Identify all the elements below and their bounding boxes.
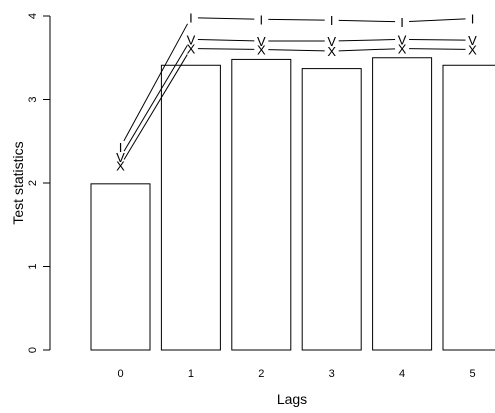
series-marker: I [330,13,334,28]
y-axis-ticks: 0 1 2 3 4 [27,13,50,353]
x-tick-label: 2 [258,368,264,380]
series-marker: X [327,44,336,59]
series-line-segment [409,38,466,41]
series-marker: I [400,15,404,30]
x-tick-label: 5 [469,368,475,380]
series-marker: X [187,42,196,57]
series-marker: I [119,140,123,155]
series-line-segment [123,23,188,142]
plot-area: II I I I IVV V V V VXX X X X X [90,11,495,351]
series-line-segment [123,45,188,152]
series-line-segment [197,17,255,20]
series-marker: V [187,32,196,47]
x-axis-title: Lags [277,391,307,407]
series-line-segment [409,48,466,50]
series-line-segment [409,18,466,23]
overlay-series: V V V V V V [116,32,477,165]
x-tick-label: 0 [117,368,123,380]
y-tick-label: 0 [27,347,39,353]
series-line-segment [197,39,255,42]
series-line-segment [268,18,325,21]
series-line-segment [268,49,325,52]
series-marker: V [327,34,336,49]
bar [231,58,292,351]
x-tick-label: 3 [329,368,335,380]
y-tick-label: 2 [27,180,39,186]
x-tick-label: 1 [188,368,194,380]
series-line-segment [197,48,255,50]
y-tick-label: 1 [27,263,39,269]
x-axis-tick-labels: 0 1 2 3 4 5 [117,368,475,380]
overlay-series: X X X X X X [116,42,477,174]
series-marker: I [189,11,193,26]
bar [372,57,433,351]
series-marker: V [398,32,407,47]
series-line-segment [123,54,188,160]
y-tick-label: 3 [27,96,39,102]
series-marker: X [468,42,477,57]
bar [442,64,495,351]
series-marker: X [398,42,407,57]
y-axis-title: Test statistics [10,141,26,224]
bar [301,68,362,351]
x-tick-label: 4 [399,368,405,380]
bar [160,64,221,351]
series-line-segment [338,39,396,42]
series-line-segment [338,19,396,23]
series-marker: V [468,33,477,48]
series-marker: V [116,150,125,165]
bar [90,183,151,351]
y-tick-label: 4 [27,13,39,19]
overlay-series: I I I I I I [119,11,475,155]
series-marker: I [471,12,475,27]
series-marker: X [116,158,125,173]
series-marker: I [259,12,263,27]
series-marker: X [257,42,266,57]
series-marker: V [257,34,266,49]
series-line-segment [338,48,396,52]
